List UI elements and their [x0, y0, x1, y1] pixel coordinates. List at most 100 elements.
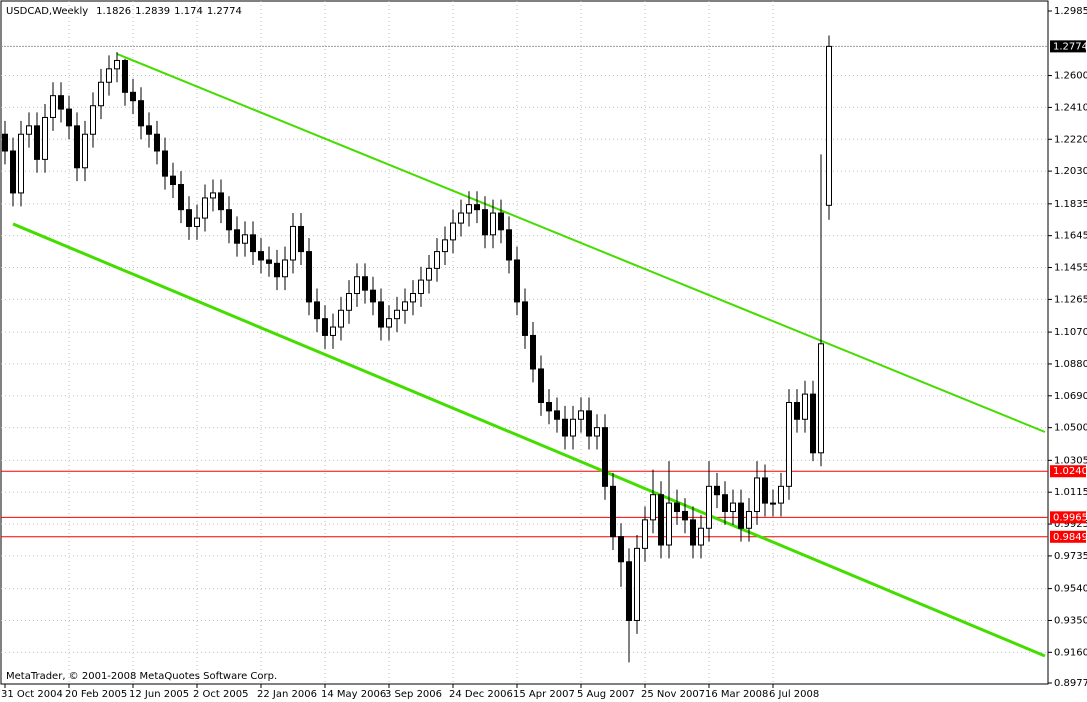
symbol: USDCAD,Weekly: [6, 6, 88, 17]
candle-body: [426, 267, 432, 281]
candle-body: [722, 494, 728, 512]
candle-body: [786, 401, 792, 487]
candle-body: [370, 289, 376, 303]
current-price-box: [1050, 40, 1086, 53]
y-tick-label: 0.9925: [1054, 519, 1087, 530]
candle-body: [650, 494, 656, 521]
y-tick-label: 1.2220: [1054, 134, 1087, 145]
x-tick-label: 15 Apr 2007: [513, 689, 575, 700]
candle-body: [282, 259, 288, 278]
candle-body: [450, 222, 456, 241]
candle-body: [258, 251, 264, 261]
candle-body: [378, 301, 384, 328]
y-tick-label: 1.1645: [1054, 231, 1087, 242]
x-tick-label: 2 Oct 2005: [193, 689, 248, 700]
candle-body: [226, 209, 232, 231]
candle-body: [106, 68, 112, 83]
candle-body: [554, 410, 560, 420]
candle-body: [218, 192, 224, 211]
y-tick-label: 1.0690: [1054, 391, 1087, 402]
y-tick-label: 0.9735: [1054, 551, 1087, 562]
candle-body: [522, 301, 528, 336]
x-tick-label: 12 Jun 2005: [129, 689, 189, 700]
price-label-box: [1050, 511, 1086, 524]
candle-body: [74, 125, 80, 169]
candle-body: [58, 95, 64, 110]
y-tick-label: 1.1265: [1054, 294, 1087, 305]
candle-body: [234, 229, 240, 244]
candle-body: [298, 225, 304, 253]
y-tick-label: 1.1835: [1054, 199, 1087, 210]
candle-body: [194, 217, 200, 227]
candle-body: [714, 485, 720, 496]
y-tick-label: 1.1455: [1054, 263, 1087, 274]
candle-body: [642, 519, 648, 549]
candle-body: [386, 318, 392, 328]
candle-body: [18, 133, 24, 194]
candle-body: [50, 95, 56, 118]
plot-frame: [0, 0, 1049, 685]
current-price-label: 1.2774: [1053, 41, 1087, 52]
candle-body: [346, 293, 352, 311]
candle-body: [434, 251, 440, 269]
candle-body: [114, 59, 120, 70]
candle-body: [754, 477, 760, 512]
candle-body: [490, 212, 496, 236]
price-label: 1.0240: [1053, 466, 1087, 477]
candle-body: [746, 510, 752, 529]
candle-body: [202, 197, 208, 219]
candle-body: [418, 279, 424, 295]
candle-body: [394, 309, 400, 320]
candle-body: [634, 547, 640, 621]
candle-body: [514, 259, 520, 303]
candle-body: [10, 150, 16, 194]
candle-body: [546, 401, 552, 412]
x-tick-label: 22 Jan 2006: [257, 689, 317, 700]
candle-body: [250, 234, 256, 253]
price-label-box: [1050, 465, 1086, 478]
y-tick-label: 1.2030: [1054, 166, 1087, 177]
grid: [1, 1, 1048, 683]
y-tick-label: 1.0880: [1054, 359, 1087, 370]
candle-body: [146, 125, 152, 135]
watermark: MetaTrader, © 2001-2008 MetaQuotes Softw…: [6, 671, 277, 682]
candle-body: [530, 334, 536, 370]
x-tick-label: 20 Feb 2005: [65, 689, 127, 700]
candle-body: [66, 108, 72, 127]
chart-title: USDCAD,Weekly 1.1826 1.2839 1.174 1.2774: [6, 6, 242, 17]
candle-body: [130, 91, 136, 102]
x-tick-label: 16 Mar 2008: [705, 689, 768, 700]
x-tick-label: 6 Jul 2008: [769, 689, 819, 700]
candle-body: [402, 301, 408, 311]
trend-line: [12, 222, 1046, 658]
candle-body: [170, 175, 176, 186]
y-tick-label: 1.0500: [1054, 423, 1087, 434]
candle-body: [506, 229, 512, 261]
candle-body: [410, 293, 416, 303]
candle-body: [330, 326, 336, 336]
candle-body: [826, 45, 832, 206]
candle-body: [186, 209, 192, 227]
candle-body: [578, 410, 584, 420]
candle-body: [738, 502, 744, 529]
candle-body: [210, 192, 216, 199]
candle-body: [466, 204, 472, 214]
candle-body: [818, 343, 824, 454]
candle-body: [354, 276, 360, 295]
candle-body: [90, 105, 96, 135]
candle-body: [82, 133, 88, 169]
candle-body: [314, 301, 320, 320]
candle-body: [762, 477, 768, 504]
candle-body: [562, 418, 568, 437]
y-tick-label: 0.9160: [1054, 647, 1087, 658]
candle-body: [442, 239, 448, 253]
candle-body: [290, 225, 296, 261]
candle-body: [322, 318, 328, 336]
candle-body: [794, 401, 800, 420]
candle-body: [498, 212, 504, 231]
candle-body: [586, 410, 592, 437]
candle-body: [266, 259, 272, 264]
price-label: 0.9965: [1053, 512, 1087, 523]
candle-body: [162, 150, 168, 177]
